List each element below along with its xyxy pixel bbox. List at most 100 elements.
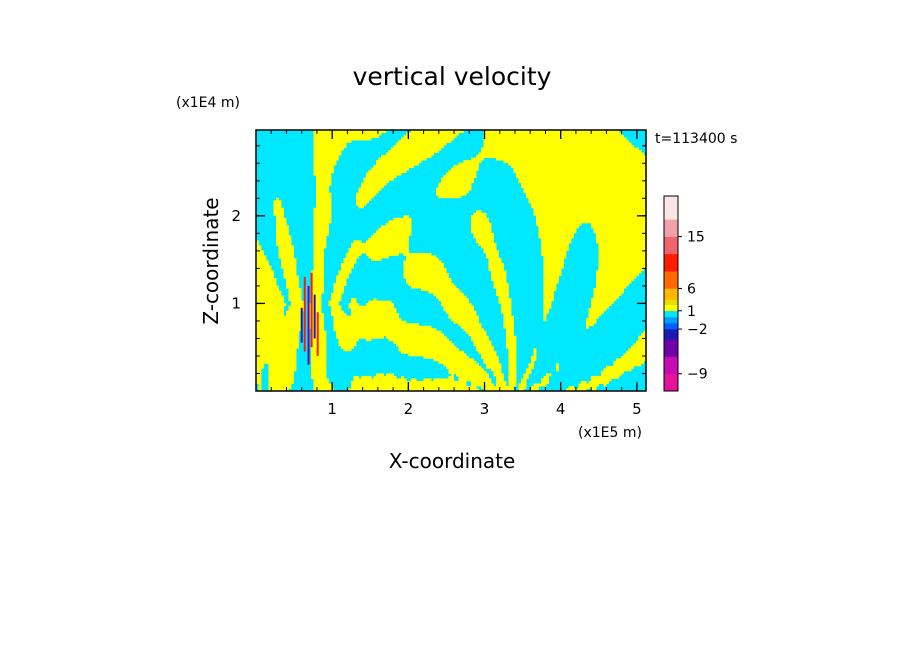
field-positive-cell: [448, 370, 487, 374]
field-positive-cell: [336, 333, 444, 337]
field-positive-cell: [453, 165, 479, 169]
field-positive-cell: [508, 350, 517, 354]
field-positive-cell: [473, 340, 492, 344]
field-positive-cell: [508, 360, 517, 364]
field-positive-cell: [333, 320, 407, 324]
field-positive-cell: [488, 260, 502, 264]
field-positive-cell: [311, 298, 322, 302]
field-positive-cell: [588, 315, 599, 319]
field-positive-cell: [591, 305, 609, 309]
field-positive-cell: [598, 257, 646, 261]
field-positive-cell: [506, 338, 517, 342]
field-positive-cell: [376, 230, 412, 234]
field-positive-cell: [281, 265, 297, 269]
field-positive-cell: [591, 298, 617, 302]
field-positive-cell: [313, 157, 339, 161]
field-positive-cell: [536, 220, 646, 224]
field-positive-cell: [503, 323, 514, 327]
field-positive-cell: [461, 325, 482, 329]
field-positive-cell: [316, 202, 332, 206]
field-positive-cell: [398, 348, 459, 352]
field-positive-cell: [508, 363, 517, 367]
field-positive-cell: [393, 145, 444, 148]
field-positive-cell: [443, 305, 474, 309]
field-positive-cell: [338, 270, 352, 274]
field-positive-cell: [593, 290, 624, 294]
field-positive-cell: [341, 345, 354, 349]
field-positive-cell: [311, 355, 327, 359]
field-positive-cell: [313, 240, 327, 244]
field-positive-cell: [333, 283, 347, 286]
field-positive-cell: [281, 257, 297, 261]
field-positive-cell: [256, 360, 297, 364]
field-positive-cell: [256, 318, 302, 322]
field-positive-cell: [438, 195, 462, 199]
field-positive-cell: [268, 383, 292, 387]
field-positive-cell: [543, 375, 549, 379]
field-positive-cell: [586, 320, 597, 324]
field-positive-cell: [313, 255, 324, 259]
field-positive-cell: [588, 310, 604, 314]
field-positive-cell: [476, 210, 482, 214]
colorbar-tick-label: −9: [687, 367, 708, 383]
field-positive-cell: [278, 255, 294, 259]
field-positive-cell: [256, 245, 262, 249]
field-positive-cell: [313, 250, 324, 254]
field-positive-cell: [268, 373, 294, 377]
field-positive-cell: [633, 343, 646, 347]
field-positive-cell: [506, 330, 514, 334]
field-positive-cell: [543, 275, 559, 279]
field-positive-cell: [346, 255, 359, 259]
field-positive-cell: [538, 232, 574, 236]
field-positive-cell: [288, 305, 304, 309]
field-positive-cell: [378, 227, 412, 231]
field-positive-cell: [408, 353, 467, 357]
field-positive-cell: [516, 175, 646, 179]
field-positive-cell: [331, 305, 342, 309]
field-positive-cell: [356, 192, 377, 196]
field-positive-cell: [268, 375, 294, 379]
field-positive-cell: [501, 308, 512, 312]
field-positive-cell: [313, 212, 332, 216]
field-positive-cell: [578, 385, 597, 389]
field-positive-cell: [448, 368, 484, 372]
field-positive-cell: [311, 375, 327, 379]
field-positive-cell: [543, 318, 547, 322]
field-positive-cell: [356, 202, 367, 206]
field-positive-cell: [268, 370, 294, 374]
field-positive-cell: [286, 310, 302, 314]
field-positive-cell: [543, 293, 554, 297]
field-positive-cell: [543, 260, 564, 264]
field-positive-cell: [391, 147, 442, 151]
field-positive-cell: [501, 303, 512, 307]
field-positive-cell: [586, 323, 594, 327]
field-positive-cell: [313, 257, 324, 261]
field-positive-cell: [473, 235, 494, 239]
field-positive-cell: [598, 255, 646, 259]
field-positive-cell: [528, 200, 646, 204]
field-positive-cell: [353, 240, 362, 244]
colorbar-band: [664, 310, 678, 318]
field-positive-cell: [588, 313, 602, 317]
field-positive-cell: [308, 323, 324, 327]
field-positive-cell: [593, 295, 619, 299]
field-positive-cell: [508, 358, 517, 362]
field-positive-cell: [351, 245, 409, 249]
field-positive-cell: [288, 308, 304, 312]
field-positive-cell: [496, 380, 507, 384]
field-positive-cell: [596, 285, 627, 289]
field-positive-cell: [256, 375, 262, 379]
field-positive-cell: [471, 335, 489, 339]
field-positive-cell: [598, 242, 646, 246]
field-positive-cell: [276, 235, 292, 239]
field-positive-cell: [311, 300, 322, 304]
field-positive-cell: [343, 260, 357, 264]
field-positive-cell: [506, 345, 517, 349]
field-positive-cell: [278, 247, 294, 251]
field-positive-cell: [543, 263, 564, 266]
field-positive-cell: [596, 283, 629, 286]
field-positive-cell: [493, 280, 507, 284]
field-positive-cell: [256, 338, 299, 342]
field-positive-cell: [478, 242, 497, 246]
field-positive-cell: [338, 273, 349, 276]
